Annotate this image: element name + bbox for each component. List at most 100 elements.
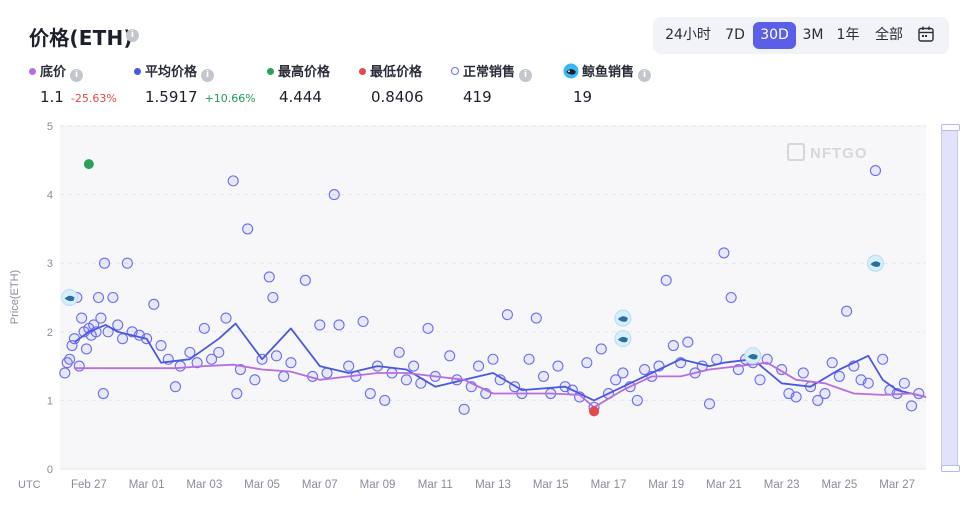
sale-point [116,333,129,345]
sale-point [107,291,119,304]
sale-point [826,357,838,369]
sale-point [638,363,651,376]
whale-icon [64,295,75,302]
stat-whale-value: 19 [573,88,593,106]
y-tick-label: 4 [47,190,53,202]
sale-point [299,274,311,286]
sale-point [357,315,369,328]
sale-point [682,336,694,348]
sale-point [270,350,283,362]
x-tick-label: Mar 19 [648,479,684,491]
stat-whale-label: 鲸鱼销售 [582,65,635,80]
sale-point [64,353,76,365]
sale-point [76,312,88,324]
watermark: NFTGO [787,143,868,162]
info-icon[interactable]: i [70,69,84,82]
zoom-handle-bottom[interactable] [941,465,960,472]
sale-point [812,394,824,406]
sale-point [285,357,297,369]
sale-point [267,291,279,304]
x-tick-label: Mar 07 [302,479,338,491]
y-tick-label: 3 [47,258,53,270]
sale-point [73,360,85,372]
sale-point [169,381,182,393]
sale-point [364,387,376,400]
sale-point [841,305,853,317]
info-icon[interactable]: i [519,69,533,82]
range-all-button[interactable]: 全部 [875,27,903,43]
range-3m-button[interactable]: 3M [802,27,824,43]
sale-point [278,370,290,382]
range-1y-button[interactable]: 1年 [836,27,860,43]
x-tick-label: Mar 11 [418,479,453,491]
y-tick-label: 1 [47,395,53,407]
time-range-selector: 24小时 7D 30D 3M 1年 全部 [653,17,949,54]
x-tick-label: Mar 15 [533,479,569,491]
stat-avg-change: +10.66% [204,92,256,105]
watermark-text: NFTGO [810,145,868,162]
sale-point [393,346,405,358]
whale-icon [563,63,579,79]
y-axis-label: Price(ETH) [9,270,21,324]
stat-high-value: 4.444 [279,88,322,106]
x-tick-label: Mar 21 [706,479,742,491]
sale-point [98,257,111,269]
x-tick-label: Mar 09 [360,479,396,491]
sale-point [112,319,124,331]
stat-floor-label: 底价 [40,65,67,80]
sale-point [761,353,773,365]
whale-sale-point [614,309,632,327]
sale-point [206,353,218,365]
stat-low-label: 最低价格 [370,65,423,80]
sale-point [819,387,831,400]
stat-normal-value: 419 [463,88,492,106]
range-24h-button[interactable]: 24小时 [665,27,711,43]
stat-high-label: 最高价格 [278,65,331,80]
stat-floor: 底价 i 1.1 -25.63% [29,63,117,106]
whale-sale-point [61,289,79,306]
stat-normal-label: 正常销售 [463,65,516,80]
sale-point [667,339,679,352]
x-tick-label: Feb 27 [71,479,107,491]
x-axis-ticks: Feb 27 Mar 01 Mar 03 Mar 05 Mar 07 Mar 09 Mar … [71,479,915,491]
sale-point [631,394,643,406]
sale-point [833,370,845,382]
range-7d-button[interactable]: 7D [725,27,745,43]
info-icon[interactable]: i [638,69,652,82]
highest-price-marker [83,159,94,170]
sale-point [552,360,564,372]
sale-point [80,343,93,355]
calendar-icon[interactable] [918,26,934,42]
sale-point [444,350,456,362]
low-dot-icon [359,68,366,75]
x-tick-label: Mar 17 [591,479,627,491]
sale-point [869,165,882,177]
sale-point [725,291,737,304]
sale-point [155,339,167,352]
sale-point [487,353,499,365]
info-icon[interactable]: i [201,69,215,82]
sale-point [790,391,802,403]
stat-low: 最低价格 0.8406 [359,63,424,106]
floor-dot-icon [29,68,36,75]
x-tick-label: Mar 13 [475,479,511,491]
sale-point [97,387,109,400]
y-tick-label: 5 [47,121,53,133]
sale-point [877,353,889,365]
sale-point [400,374,412,386]
stats-bar: 底价 i 1.1 -25.63% 平均价格 i 1.5917 +10.66% 最高价格 … [0,63,969,113]
info-icon[interactable]: i [126,29,139,42]
sale-point [906,400,918,412]
x-tick-label: Mar 05 [244,479,280,491]
sale-point [862,377,874,389]
sale-point [174,360,186,372]
range-30d-button[interactable]: 30D [753,22,796,49]
plot-area [60,125,926,469]
sale-point [754,374,766,386]
sale-point [537,370,550,382]
zoom-scrollbar[interactable] [941,124,960,472]
sale-point [343,360,355,372]
price-scatter-chart: 0 1 2 3 4 5 Feb 27 Mar 01 Mar 03 Mar 05 Mar 07 Mar… [9,121,927,491]
sale-point [660,274,672,286]
zoom-handle-top[interactable] [941,124,960,131]
